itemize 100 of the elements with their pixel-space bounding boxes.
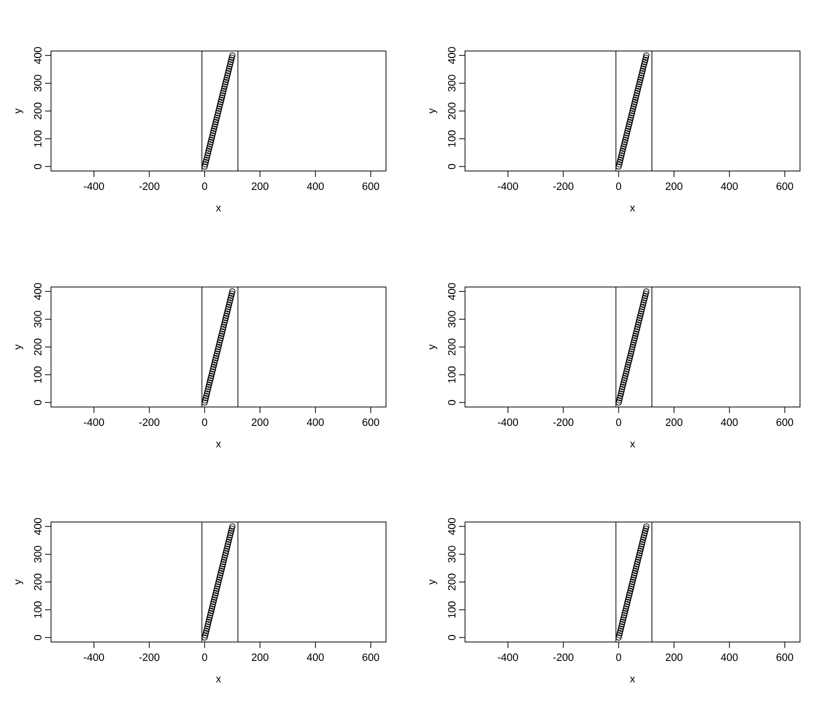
point xyxy=(216,106,222,112)
x-tick-label: 0 xyxy=(616,182,622,190)
y-tick-label: 0 xyxy=(448,400,456,406)
y-axis-title: y xyxy=(15,579,24,585)
point xyxy=(630,576,636,583)
y-axis-title: y xyxy=(15,344,24,350)
x-tick-label: -200 xyxy=(139,182,160,190)
point xyxy=(640,66,646,72)
point xyxy=(630,342,636,348)
x-tick-label: -400 xyxy=(84,654,104,661)
y-tick-label: 300 xyxy=(448,310,456,328)
point xyxy=(211,596,218,603)
y-tick-label: 400 xyxy=(448,518,456,535)
point xyxy=(220,556,228,563)
point xyxy=(625,596,632,603)
x-tick-label: 200 xyxy=(252,654,268,661)
point xyxy=(616,634,622,641)
point xyxy=(620,146,626,152)
x-axis-title: x xyxy=(630,206,636,212)
x-tick-label: 400 xyxy=(306,182,324,190)
x-tick-label: 0 xyxy=(202,654,208,661)
y-tick-label: 100 xyxy=(448,601,456,618)
x-tick-label: 400 xyxy=(720,182,738,190)
x-tick-label: 0 xyxy=(616,654,622,661)
point xyxy=(229,288,236,294)
y-tick-label: 200 xyxy=(34,338,42,356)
point xyxy=(226,66,232,72)
x-tick-label: -200 xyxy=(553,418,574,426)
x-tick-label: 200 xyxy=(666,182,682,190)
y-tick-label: 100 xyxy=(34,130,42,147)
y-tick-label: 100 xyxy=(34,366,42,383)
point xyxy=(226,536,232,543)
point xyxy=(211,126,218,132)
point xyxy=(640,302,646,308)
x-tick-label: 600 xyxy=(362,418,380,426)
x-tick-label: 400 xyxy=(306,654,324,661)
point xyxy=(616,399,622,406)
x-tick-label: -200 xyxy=(139,418,160,426)
y-axis-title: y xyxy=(429,108,438,114)
point xyxy=(220,322,228,328)
y-tick-label: 100 xyxy=(448,366,456,383)
x-tick-label: 0 xyxy=(202,182,208,190)
point xyxy=(202,399,208,406)
y-tick-label: 200 xyxy=(34,574,42,590)
y-tick-label: 100 xyxy=(34,601,42,618)
x-tick-label: 600 xyxy=(776,418,794,426)
x-tick-label: 200 xyxy=(666,654,682,661)
y-tick-label: 300 xyxy=(34,310,42,328)
x-axis-title: x xyxy=(630,442,636,448)
point xyxy=(630,106,636,112)
x-tick-label: -400 xyxy=(498,654,518,661)
y-tick-label: 100 xyxy=(448,130,456,147)
x-axis-title: x xyxy=(216,442,222,448)
y-tick-label: 300 xyxy=(448,74,456,92)
x-tick-label: 200 xyxy=(252,418,268,426)
point xyxy=(625,362,632,368)
x-tick-label: 0 xyxy=(616,418,622,426)
y-tick-label: 400 xyxy=(34,47,42,64)
point xyxy=(206,146,212,152)
y-axis-title: y xyxy=(429,579,438,585)
y-tick-label: 0 xyxy=(34,400,42,406)
y-tick-label: 200 xyxy=(448,102,456,120)
point xyxy=(226,302,232,308)
y-tick-label: 0 xyxy=(34,164,42,170)
x-tick-label: -400 xyxy=(84,182,104,190)
point xyxy=(229,52,236,58)
y-tick-label: 400 xyxy=(34,518,42,535)
point xyxy=(634,556,642,563)
x-tick-label: 600 xyxy=(776,182,794,190)
x-tick-label: 400 xyxy=(720,654,738,661)
point xyxy=(620,616,626,623)
point xyxy=(229,523,236,530)
x-tick-label: 600 xyxy=(362,182,380,190)
point xyxy=(220,86,228,92)
y-axis-title: y xyxy=(15,108,24,114)
y-tick-label: 400 xyxy=(448,283,456,300)
point xyxy=(625,126,632,132)
x-axis-title: x xyxy=(216,206,222,212)
y-tick-label: 200 xyxy=(34,102,42,120)
point xyxy=(643,523,650,530)
y-tick-label: 300 xyxy=(448,546,456,563)
x-axis-title: x xyxy=(630,676,636,682)
y-tick-label: 0 xyxy=(448,635,456,640)
point xyxy=(616,163,622,170)
y-tick-label: 200 xyxy=(448,574,456,590)
y-tick-label: 300 xyxy=(34,74,42,92)
point xyxy=(216,342,222,348)
y-tick-label: 200 xyxy=(448,338,456,356)
x-tick-label: 400 xyxy=(306,418,324,426)
y-tick-label: 0 xyxy=(34,635,42,640)
point xyxy=(202,634,208,641)
y-tick-label: 400 xyxy=(34,283,42,300)
x-tick-label: 600 xyxy=(776,654,794,661)
y-tick-label: 300 xyxy=(34,546,42,563)
y-tick-label: 0 xyxy=(448,164,456,170)
point xyxy=(620,382,626,388)
point xyxy=(643,288,650,294)
x-tick-label: -200 xyxy=(553,182,574,190)
x-tick-label: -400 xyxy=(498,182,518,190)
x-tick-label: 200 xyxy=(666,418,682,426)
